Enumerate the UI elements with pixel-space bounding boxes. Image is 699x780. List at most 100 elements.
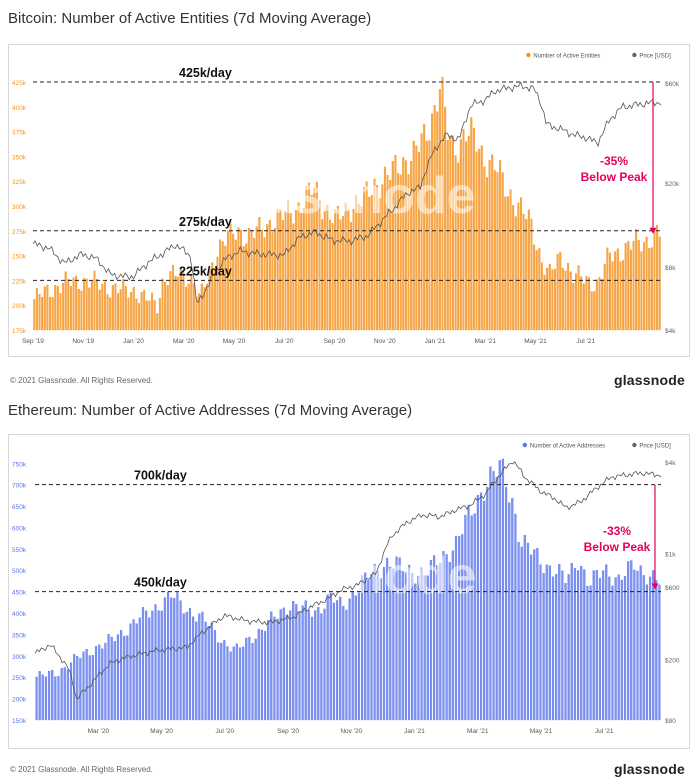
bar [658, 584, 661, 721]
bar [633, 569, 636, 721]
bar [232, 233, 235, 331]
bar [483, 500, 486, 721]
bar [370, 574, 373, 721]
bar [514, 513, 517, 721]
bar [185, 612, 188, 721]
y-tick-label: 350k [12, 632, 27, 639]
y2-tick-label: $20k [665, 181, 680, 188]
bar [240, 229, 243, 331]
bar [158, 298, 161, 331]
bar [561, 570, 564, 721]
bar [190, 275, 193, 331]
bar [454, 535, 458, 721]
drawdown-arrow-head [649, 227, 657, 234]
bar [499, 160, 502, 331]
bar [589, 585, 592, 721]
bar [328, 219, 331, 331]
bar [514, 216, 517, 331]
legend-label: Price [USD] [639, 53, 671, 59]
bar [153, 300, 156, 331]
bar [292, 223, 295, 331]
bar [198, 613, 201, 721]
bar [216, 256, 219, 331]
x-tick-label: Jan '21 [425, 338, 446, 345]
bar [617, 574, 620, 721]
bar [326, 594, 329, 721]
bar [457, 162, 460, 331]
bar [381, 184, 384, 331]
bar [242, 646, 245, 721]
bar [540, 262, 543, 331]
bar [268, 220, 271, 331]
bar [96, 279, 99, 331]
bar [360, 575, 364, 721]
y2-tick-label: $4k [665, 460, 676, 467]
bar [192, 283, 195, 331]
bar [35, 288, 38, 331]
bar [119, 630, 123, 721]
bar [282, 607, 285, 721]
bar [564, 583, 567, 721]
bar [545, 564, 548, 721]
bar [629, 249, 632, 331]
bar [551, 576, 555, 721]
bar [69, 662, 73, 721]
legend-label: Number of Active Entities [533, 53, 600, 59]
bar [373, 178, 376, 331]
bar [138, 617, 141, 721]
bar [548, 565, 551, 721]
bar [154, 604, 157, 721]
bar [62, 282, 65, 331]
bar [148, 300, 151, 331]
bar [235, 643, 238, 721]
bar [415, 145, 418, 331]
bar [439, 563, 442, 721]
bar [59, 293, 62, 331]
legend-label: Number of Active Addresses [530, 443, 605, 449]
bar [526, 542, 530, 721]
bar [51, 297, 54, 331]
bar [57, 675, 60, 721]
bar [332, 602, 336, 721]
x-tick-label: Jul '20 [275, 338, 294, 345]
bar [80, 290, 83, 331]
bar [446, 140, 449, 331]
bar [352, 208, 355, 331]
bar [111, 285, 114, 331]
bar [530, 218, 533, 331]
bar [370, 195, 373, 331]
bar [320, 613, 323, 721]
bar [479, 492, 483, 721]
bar [213, 630, 217, 721]
bar [135, 298, 138, 331]
bar [334, 209, 337, 331]
bar [237, 227, 240, 331]
bar [232, 646, 235, 721]
bar [182, 613, 185, 721]
bar [348, 598, 351, 721]
bar [304, 600, 307, 721]
bar [595, 279, 598, 331]
bitcoin-chart: 175k 200k 225k 250k 275k 300k 325k 350k 375k 400k… [12, 52, 680, 345]
bar [598, 578, 602, 721]
bar [495, 476, 498, 721]
y-tick-label: 325k [12, 179, 27, 186]
bar [104, 642, 107, 721]
bar [342, 606, 345, 721]
bar [220, 642, 223, 721]
bar [648, 576, 652, 721]
bar [522, 213, 525, 331]
bar [85, 649, 88, 721]
bar [442, 551, 445, 721]
bar [642, 575, 645, 721]
bar [54, 285, 57, 331]
bar [517, 202, 520, 331]
bar [470, 117, 473, 331]
bar [467, 135, 470, 331]
bar [318, 200, 321, 331]
bar [558, 563, 561, 721]
bar [433, 105, 436, 331]
bar [486, 486, 489, 721]
bar [310, 616, 314, 721]
legend-marker [632, 52, 637, 58]
